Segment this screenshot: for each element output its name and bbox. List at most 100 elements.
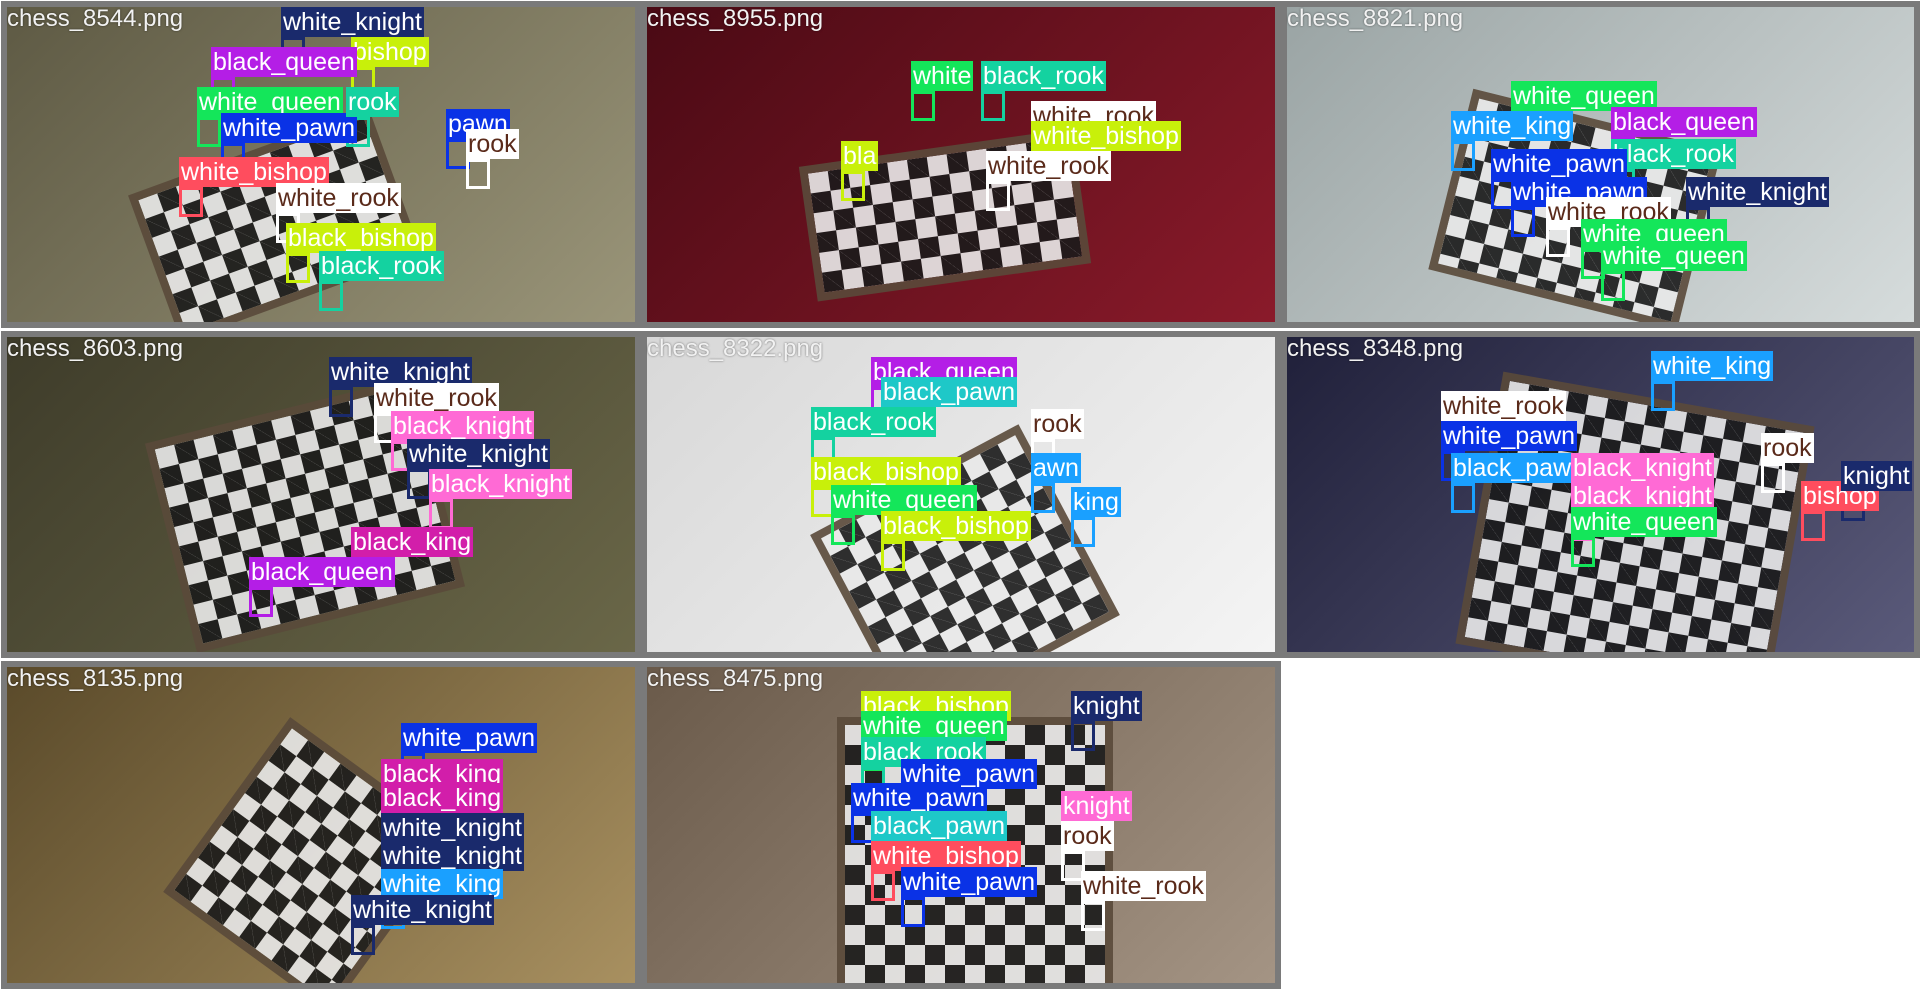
detection-label: bishop: [351, 37, 429, 67]
detection-box: [881, 541, 905, 571]
detection-label: black_king: [381, 783, 504, 813]
detection-label: black_queen: [249, 557, 395, 587]
detection-label: white_knight: [407, 439, 550, 469]
detection-label: black_bishop: [286, 223, 436, 253]
detection-label: white_queen: [1571, 507, 1717, 537]
detection-label: bla: [841, 141, 879, 171]
file-name: chess_8135.png: [7, 665, 184, 692]
detection-box: [407, 469, 431, 499]
detection-label: white_knight: [381, 841, 524, 871]
detection-box: [319, 281, 343, 311]
image-tile: chess_8603.png white_knight white_rook bla…: [1, 331, 641, 658]
detection-label: white_pawn: [901, 759, 1038, 789]
detection-label: black_knight: [1571, 481, 1714, 511]
file-name: chess_8322.png: [647, 335, 824, 362]
detection-box: [466, 159, 490, 189]
detection-box: [901, 897, 925, 927]
file-name: chess_8475.png: [647, 665, 824, 692]
detection-label: white_rook: [276, 183, 401, 213]
detection-label: white_knight: [281, 7, 424, 37]
detection-label: black_bishop: [811, 457, 961, 487]
detection-label: white_rook: [1081, 871, 1206, 901]
detection-label: white_pawn: [401, 723, 538, 753]
detection-label: king: [1071, 487, 1121, 517]
detection-label: white_knight: [351, 895, 494, 925]
image-tile: chess_8348.png white_king white_rook white…: [1281, 331, 1920, 658]
detection-box: [1571, 537, 1595, 567]
image-tile: chess_8544.png white_knight bishop black_q…: [1, 1, 641, 328]
detection-label: black_knight: [1571, 453, 1714, 483]
detection-box: [329, 387, 353, 417]
scene: [7, 667, 635, 983]
file-name: chess_8955.png: [647, 5, 824, 32]
detection-label: rook: [1061, 821, 1114, 851]
detection-label: white_queen: [1511, 81, 1657, 111]
detection-label: white_queen: [197, 87, 343, 117]
detection-box: [1081, 901, 1105, 931]
detection-label: white_queen: [861, 711, 1007, 741]
detection-box: [1071, 517, 1095, 547]
detection-box: [1071, 721, 1095, 751]
detection-label: knight: [1841, 461, 1912, 491]
detection-box: [1546, 227, 1570, 257]
detection-label: rook: [1761, 433, 1814, 463]
detection-box: [197, 117, 221, 147]
detection-box: [871, 871, 895, 901]
detection-box: [286, 253, 310, 283]
detection-label: black_queen: [1611, 107, 1757, 137]
detection-label: white_bishop: [871, 841, 1021, 871]
image-tile: chess_8322.png black_queen black_pawn blac…: [641, 331, 1281, 658]
detection-label: black_rook: [981, 61, 1106, 91]
detection-label: white_queen: [1601, 241, 1747, 271]
detection-label: awn: [1031, 453, 1081, 483]
detection-box: [249, 587, 273, 617]
image-tile: chess_8821.png white_queen white_king blac…: [1281, 1, 1920, 328]
detection-label: black_king: [351, 527, 474, 557]
detection-box: [1761, 463, 1785, 493]
detection-box: [429, 499, 453, 529]
detection-label: white_rook: [986, 151, 1111, 181]
detection-box: [831, 515, 855, 545]
detection-label: rook: [1031, 409, 1084, 439]
image-tile: chess_8135.png white_pawn black_king black…: [1, 661, 641, 989]
detection-box: [351, 925, 375, 955]
detection-label: black_rook: [1611, 139, 1736, 169]
detection-label: white_pawn: [1441, 421, 1578, 451]
detection-box: [1451, 141, 1475, 171]
detection-box: [1601, 271, 1625, 301]
detection-box: [1801, 511, 1825, 541]
detection-label: knight: [1061, 791, 1132, 821]
detection-label: black_rook: [319, 251, 444, 281]
image-tile: chess_8955.png white black_rook white_rook…: [641, 1, 1281, 328]
detection-label: rook: [466, 129, 519, 159]
file-name: chess_8544.png: [7, 5, 184, 32]
detection-box: [179, 187, 203, 217]
detection-box: [981, 91, 1005, 121]
detection-box: [986, 181, 1010, 211]
detection-label: black_knight: [391, 411, 534, 441]
detection-label: black_rook: [811, 407, 936, 437]
detection-label: black_pawn: [1451, 453, 1588, 483]
detection-box: [841, 171, 865, 201]
scene: [647, 7, 1275, 322]
detection-label: white_rook: [1441, 391, 1566, 421]
detection-label: black_bishop: [881, 511, 1031, 541]
file-name: chess_8348.png: [1287, 335, 1464, 362]
detection-label: white: [911, 61, 974, 91]
detection-label: knight: [1071, 691, 1142, 721]
detection-label: white_knight: [381, 813, 524, 843]
detection-label: white_knight: [1686, 177, 1829, 207]
detection-label: white_queen: [831, 485, 977, 515]
detection-box: [1031, 483, 1055, 513]
detection-box: [1451, 483, 1475, 513]
detection-box: [1511, 207, 1535, 237]
detection-label: rook: [346, 87, 399, 117]
detection-label: black_pawn: [871, 811, 1008, 841]
image-tile: chess_8475.png black_bishop white_queen bl…: [641, 661, 1281, 989]
detection-label: white_king: [1451, 111, 1574, 141]
detection-label: white_pawn: [901, 867, 1038, 897]
detection-box: [911, 91, 935, 121]
detection-label: white_bishop: [1031, 121, 1181, 151]
detection-label: white_king: [381, 869, 504, 899]
